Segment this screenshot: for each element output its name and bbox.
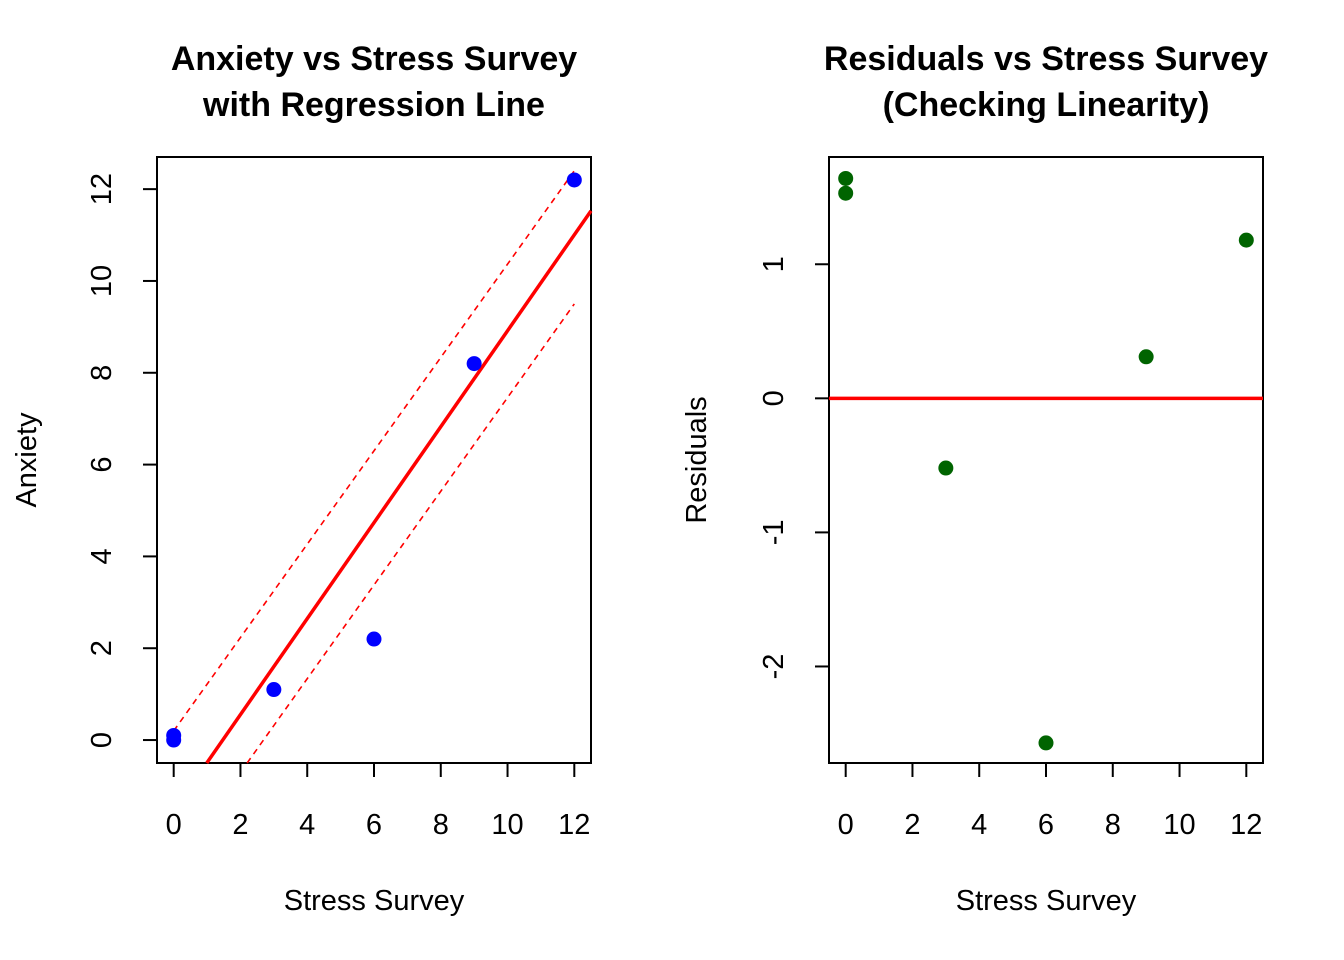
x-tick-label: 8	[433, 809, 449, 841]
plot-marks: 0 2 4 6 8 10 12 0 2 4 6 8 10 12	[86, 170, 593, 841]
x-tick-label: 6	[1038, 809, 1054, 841]
x-tick-label: 0	[166, 809, 182, 841]
x-tick-label: 10	[1163, 809, 1195, 841]
data-point	[1038, 735, 1054, 751]
y-tick-label: -1	[758, 519, 790, 545]
plot-frame	[828, 156, 1264, 764]
plot-marks: 0 2 4 6 8 10 12 -2 -1 0 1	[758, 170, 1263, 841]
y-tick-label: 12	[86, 173, 118, 205]
x-tick-label: 2	[232, 809, 248, 841]
y-tick-label: 4	[86, 548, 118, 564]
confidence-band-upper	[173, 170, 575, 732]
panel-residuals-vs-stress: Residuals vs Stress Survey (Checking Lin…	[681, 40, 1268, 917]
x-axis-label: Stress Survey	[956, 885, 1137, 917]
y-tick-label: 6	[86, 457, 118, 473]
panel-anxiety-vs-stress: Anxiety vs Stress Survey with Regression…	[11, 40, 593, 917]
data-point	[1138, 349, 1154, 365]
chart-title-line-1: Residuals vs Stress Survey	[824, 40, 1268, 78]
chart-title-line-1: Anxiety vs Stress Survey	[171, 40, 577, 78]
data-point	[266, 682, 282, 698]
y-tick-label: 1	[758, 256, 790, 272]
x-tick-label: 8	[1105, 809, 1121, 841]
x-tick-label: 12	[558, 809, 590, 841]
x-tick-label: 0	[838, 809, 854, 841]
regression-line	[205, 209, 593, 764]
y-tick-label: -2	[758, 654, 790, 680]
x-axis-label: Stress Survey	[284, 885, 465, 917]
x-tick-label: 4	[299, 809, 315, 841]
chart-title-line-2: (Checking Linearity)	[883, 86, 1210, 124]
y-axis-label: Residuals	[681, 396, 713, 523]
data-point	[166, 732, 182, 748]
y-axis-label: Anxiety	[11, 412, 43, 508]
x-tick-label: 6	[366, 809, 382, 841]
data-point	[838, 170, 854, 186]
data-point	[838, 185, 854, 201]
data-point	[366, 631, 382, 647]
confidence-band-lower	[246, 303, 575, 764]
data-point	[466, 356, 482, 372]
plot-frame	[156, 156, 592, 764]
data-point	[1238, 232, 1254, 248]
chart-title-line-2: with Regression Line	[202, 86, 545, 124]
x-tick-label: 12	[1230, 809, 1262, 841]
y-tick-label: 8	[86, 365, 118, 381]
x-tick-label: 2	[904, 809, 920, 841]
x-tick-label: 10	[491, 809, 523, 841]
y-tick-label: 0	[86, 732, 118, 748]
x-tick-label: 4	[971, 809, 987, 841]
data-point	[938, 460, 954, 476]
y-tick-label: 0	[758, 390, 790, 406]
y-tick-label: 10	[86, 265, 118, 297]
y-tick-label: 2	[86, 640, 118, 656]
data-point	[566, 172, 582, 188]
